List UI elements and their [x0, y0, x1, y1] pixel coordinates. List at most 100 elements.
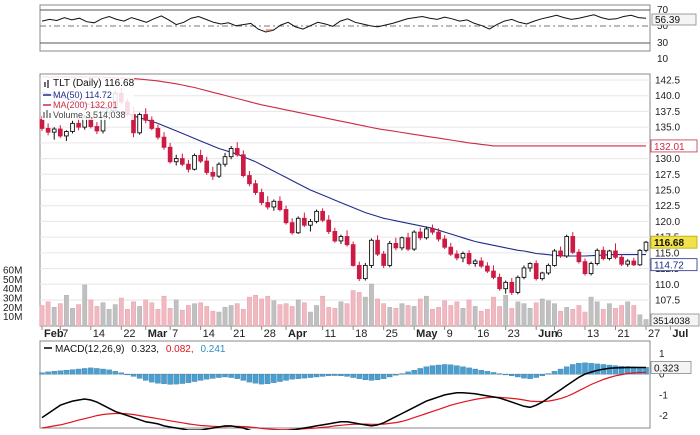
- price-tick-label: 135.0: [655, 123, 680, 134]
- rsi-panel: [39, 4, 651, 52]
- candle-body: [417, 231, 423, 239]
- macd-histogram-bar: [271, 373, 277, 383]
- volume-bar: [82, 284, 88, 327]
- volume-bar: [118, 297, 124, 327]
- volume-bar: [295, 299, 301, 327]
- macd-histogram-bar: [51, 371, 57, 375]
- candle: [497, 273, 502, 291]
- candle-body: [576, 251, 582, 263]
- candle-body: [600, 249, 606, 259]
- volume-bar: [594, 301, 600, 327]
- candle-body: [424, 228, 429, 239]
- candle-body: [253, 183, 258, 193]
- rsi-layer: [41, 14, 647, 33]
- macd-histogram-bar: [179, 373, 186, 384]
- volume-bar: [143, 299, 149, 327]
- macd-histogram-bar: [118, 372, 125, 375]
- macd-histogram-bar: [222, 373, 228, 378]
- macd-legend-name: MACD(12,26,9): [55, 344, 124, 355]
- volume-bar: [57, 303, 63, 327]
- macd-axis: 1 0 -1 -2 0.323: [650, 349, 692, 422]
- candle-body: [472, 260, 478, 264]
- legend-ma50: MA(50) 114.72: [53, 90, 112, 100]
- macd-line: [41, 366, 646, 435]
- candle-body: [436, 231, 441, 240]
- candle-body: [478, 260, 484, 267]
- volume-bar: [186, 305, 191, 327]
- candle: [192, 153, 197, 171]
- price-tick-label: 142.5: [655, 76, 680, 87]
- candle-body: [216, 163, 222, 177]
- volume-bar: [39, 305, 45, 327]
- candle: [320, 208, 325, 223]
- macd-histogram-bar: [185, 373, 192, 383]
- volume-bar: [320, 295, 326, 327]
- volume-bar: [613, 308, 618, 327]
- candle-body: [51, 128, 57, 133]
- candle-body: [442, 238, 447, 248]
- ma50-badge: 114.72: [654, 261, 684, 272]
- macd-histogram-bar: [387, 373, 393, 378]
- macd-histogram-bar: [143, 373, 149, 381]
- candle-body: [210, 171, 216, 177]
- candle-body: [497, 276, 502, 290]
- volume-bar: [533, 302, 539, 327]
- volume-bar: [375, 298, 380, 327]
- candle: [552, 249, 557, 267]
- x-tick-label: 23: [508, 328, 520, 340]
- volume-bar: [570, 309, 576, 327]
- volume-bar: [314, 305, 319, 327]
- macd-histogram-bar: [197, 373, 204, 381]
- macd-histogram-bar: [39, 372, 45, 375]
- candle-body: [143, 114, 149, 121]
- x-tick-label: 21: [617, 328, 629, 340]
- candle: [332, 227, 338, 243]
- macd-legend-hist: 0.241: [200, 344, 225, 355]
- candle: [643, 240, 649, 253]
- macd-histogram-bar: [344, 373, 350, 377]
- volume-bar: [94, 306, 100, 327]
- macd-histogram-bar: [576, 363, 582, 375]
- macd-histogram-bar: [112, 371, 118, 375]
- macd-histogram-bar: [350, 373, 356, 378]
- macd-histogram-bar: [423, 366, 430, 375]
- candle-body: [399, 237, 405, 249]
- macd-histogram-bar: [88, 367, 94, 375]
- macd-histogram-bar: [460, 366, 466, 375]
- macd-histogram-bar: [210, 373, 216, 379]
- candle-body: [198, 154, 203, 162]
- volume-bar: [301, 302, 307, 327]
- macd-histogram-bar: [167, 373, 173, 385]
- volume-bar: [70, 308, 75, 327]
- candle: [430, 224, 435, 235]
- price-axis: 142.5140.0137.5135.0132.5130.0127.5125.0…: [655, 76, 680, 307]
- volume-bar: [356, 292, 362, 327]
- candle-body: [271, 200, 277, 208]
- volume-bar: [527, 308, 533, 327]
- volume-bar: [552, 303, 557, 327]
- candle: [503, 280, 508, 294]
- x-tick-label: 25: [386, 328, 398, 340]
- candle: [155, 124, 161, 140]
- volume-bar: [546, 300, 551, 327]
- volume-bar: [76, 304, 81, 327]
- volume-bar: [64, 295, 69, 327]
- macd-histogram-bar: [94, 368, 100, 375]
- candle: [387, 240, 393, 268]
- volume-bar: [478, 310, 484, 327]
- macd-tick-label: 0: [659, 370, 665, 381]
- candle-body: [448, 246, 454, 255]
- macd-histogram-bar: [521, 373, 527, 379]
- candle: [326, 215, 332, 234]
- macd-histogram-bar: [246, 373, 253, 383]
- ma50-badge-bg: [650, 258, 698, 272]
- volume-bar: [369, 283, 374, 327]
- volume-bar: [442, 300, 448, 327]
- candle-body: [387, 242, 393, 266]
- candle-body: [546, 264, 551, 274]
- volume-bar: [326, 307, 332, 327]
- candle: [76, 118, 81, 131]
- macd-histogram-bar: [240, 373, 247, 381]
- volume-bar: [271, 300, 277, 327]
